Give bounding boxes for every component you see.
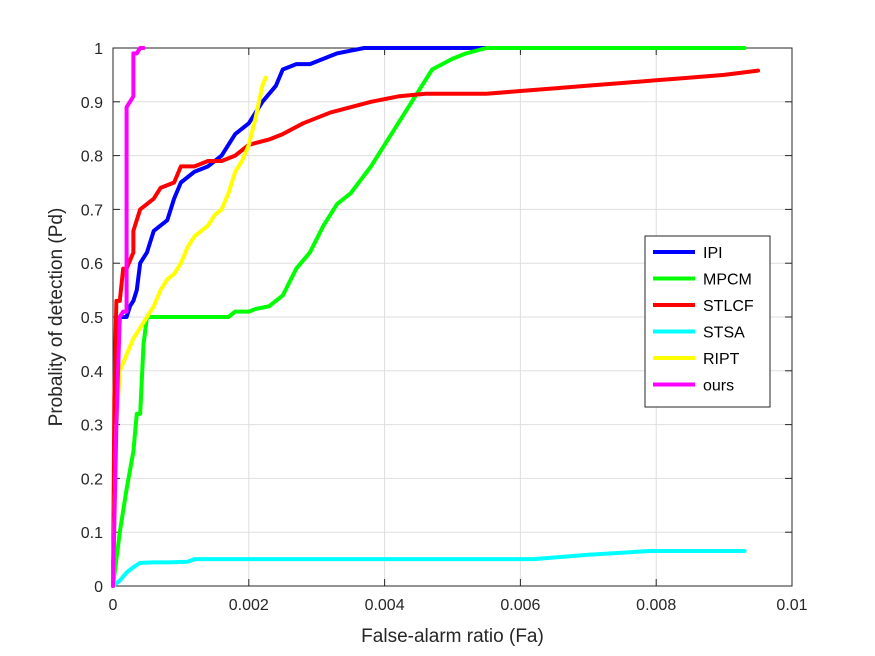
y-axis-label: Probality of detection (Pd) bbox=[46, 208, 67, 427]
series-line-mpcm bbox=[111, 46, 747, 588]
y-tick-label: 0.3 bbox=[81, 418, 103, 435]
x-tick-label: 0.006 bbox=[500, 597, 540, 614]
series-line-ript bbox=[111, 75, 268, 588]
legend-label-stlcf: STLCF bbox=[703, 298, 754, 315]
x-tick-label: 0.008 bbox=[636, 597, 676, 614]
series-lines bbox=[111, 46, 761, 588]
y-tick-label: 0.7 bbox=[81, 202, 103, 219]
series-line-ours bbox=[111, 46, 146, 588]
legend-label-ipi: IPI bbox=[703, 245, 723, 262]
y-tick-label: 0.6 bbox=[81, 256, 103, 273]
y-tick-label: 0 bbox=[94, 579, 103, 596]
y-tick-label: 0.4 bbox=[81, 364, 103, 381]
series-line-ipi bbox=[111, 46, 489, 588]
x-tick-label: 0.004 bbox=[365, 597, 405, 614]
x-tick-label: 0.002 bbox=[229, 597, 269, 614]
series-line-stlcf bbox=[111, 68, 761, 588]
legend-label-ript: RIPT bbox=[703, 351, 740, 368]
y-tick-label: 0.2 bbox=[81, 471, 103, 488]
legend-label-mpcm: MPCM bbox=[703, 272, 752, 289]
y-tick-label: 0.1 bbox=[81, 525, 103, 542]
legend-label-ours: ours bbox=[703, 378, 734, 395]
legend-box bbox=[644, 235, 771, 408]
y-tick-label: 0.9 bbox=[81, 95, 103, 112]
y-tick-label: 1 bbox=[94, 41, 103, 58]
x-tick-label: 0.01 bbox=[776, 597, 807, 614]
x-axis-label: False-alarm ratio (Fa) bbox=[361, 626, 544, 647]
y-tick-label: 0.8 bbox=[81, 149, 103, 166]
series-line-stsa bbox=[111, 549, 747, 588]
y-tick-label: 0.5 bbox=[81, 310, 103, 327]
legend: IPI MPCM STLCF STSA RIPT ours bbox=[644, 235, 771, 408]
x-tick-label: 0 bbox=[109, 597, 118, 614]
legend-label-stsa: STSA bbox=[703, 325, 745, 342]
